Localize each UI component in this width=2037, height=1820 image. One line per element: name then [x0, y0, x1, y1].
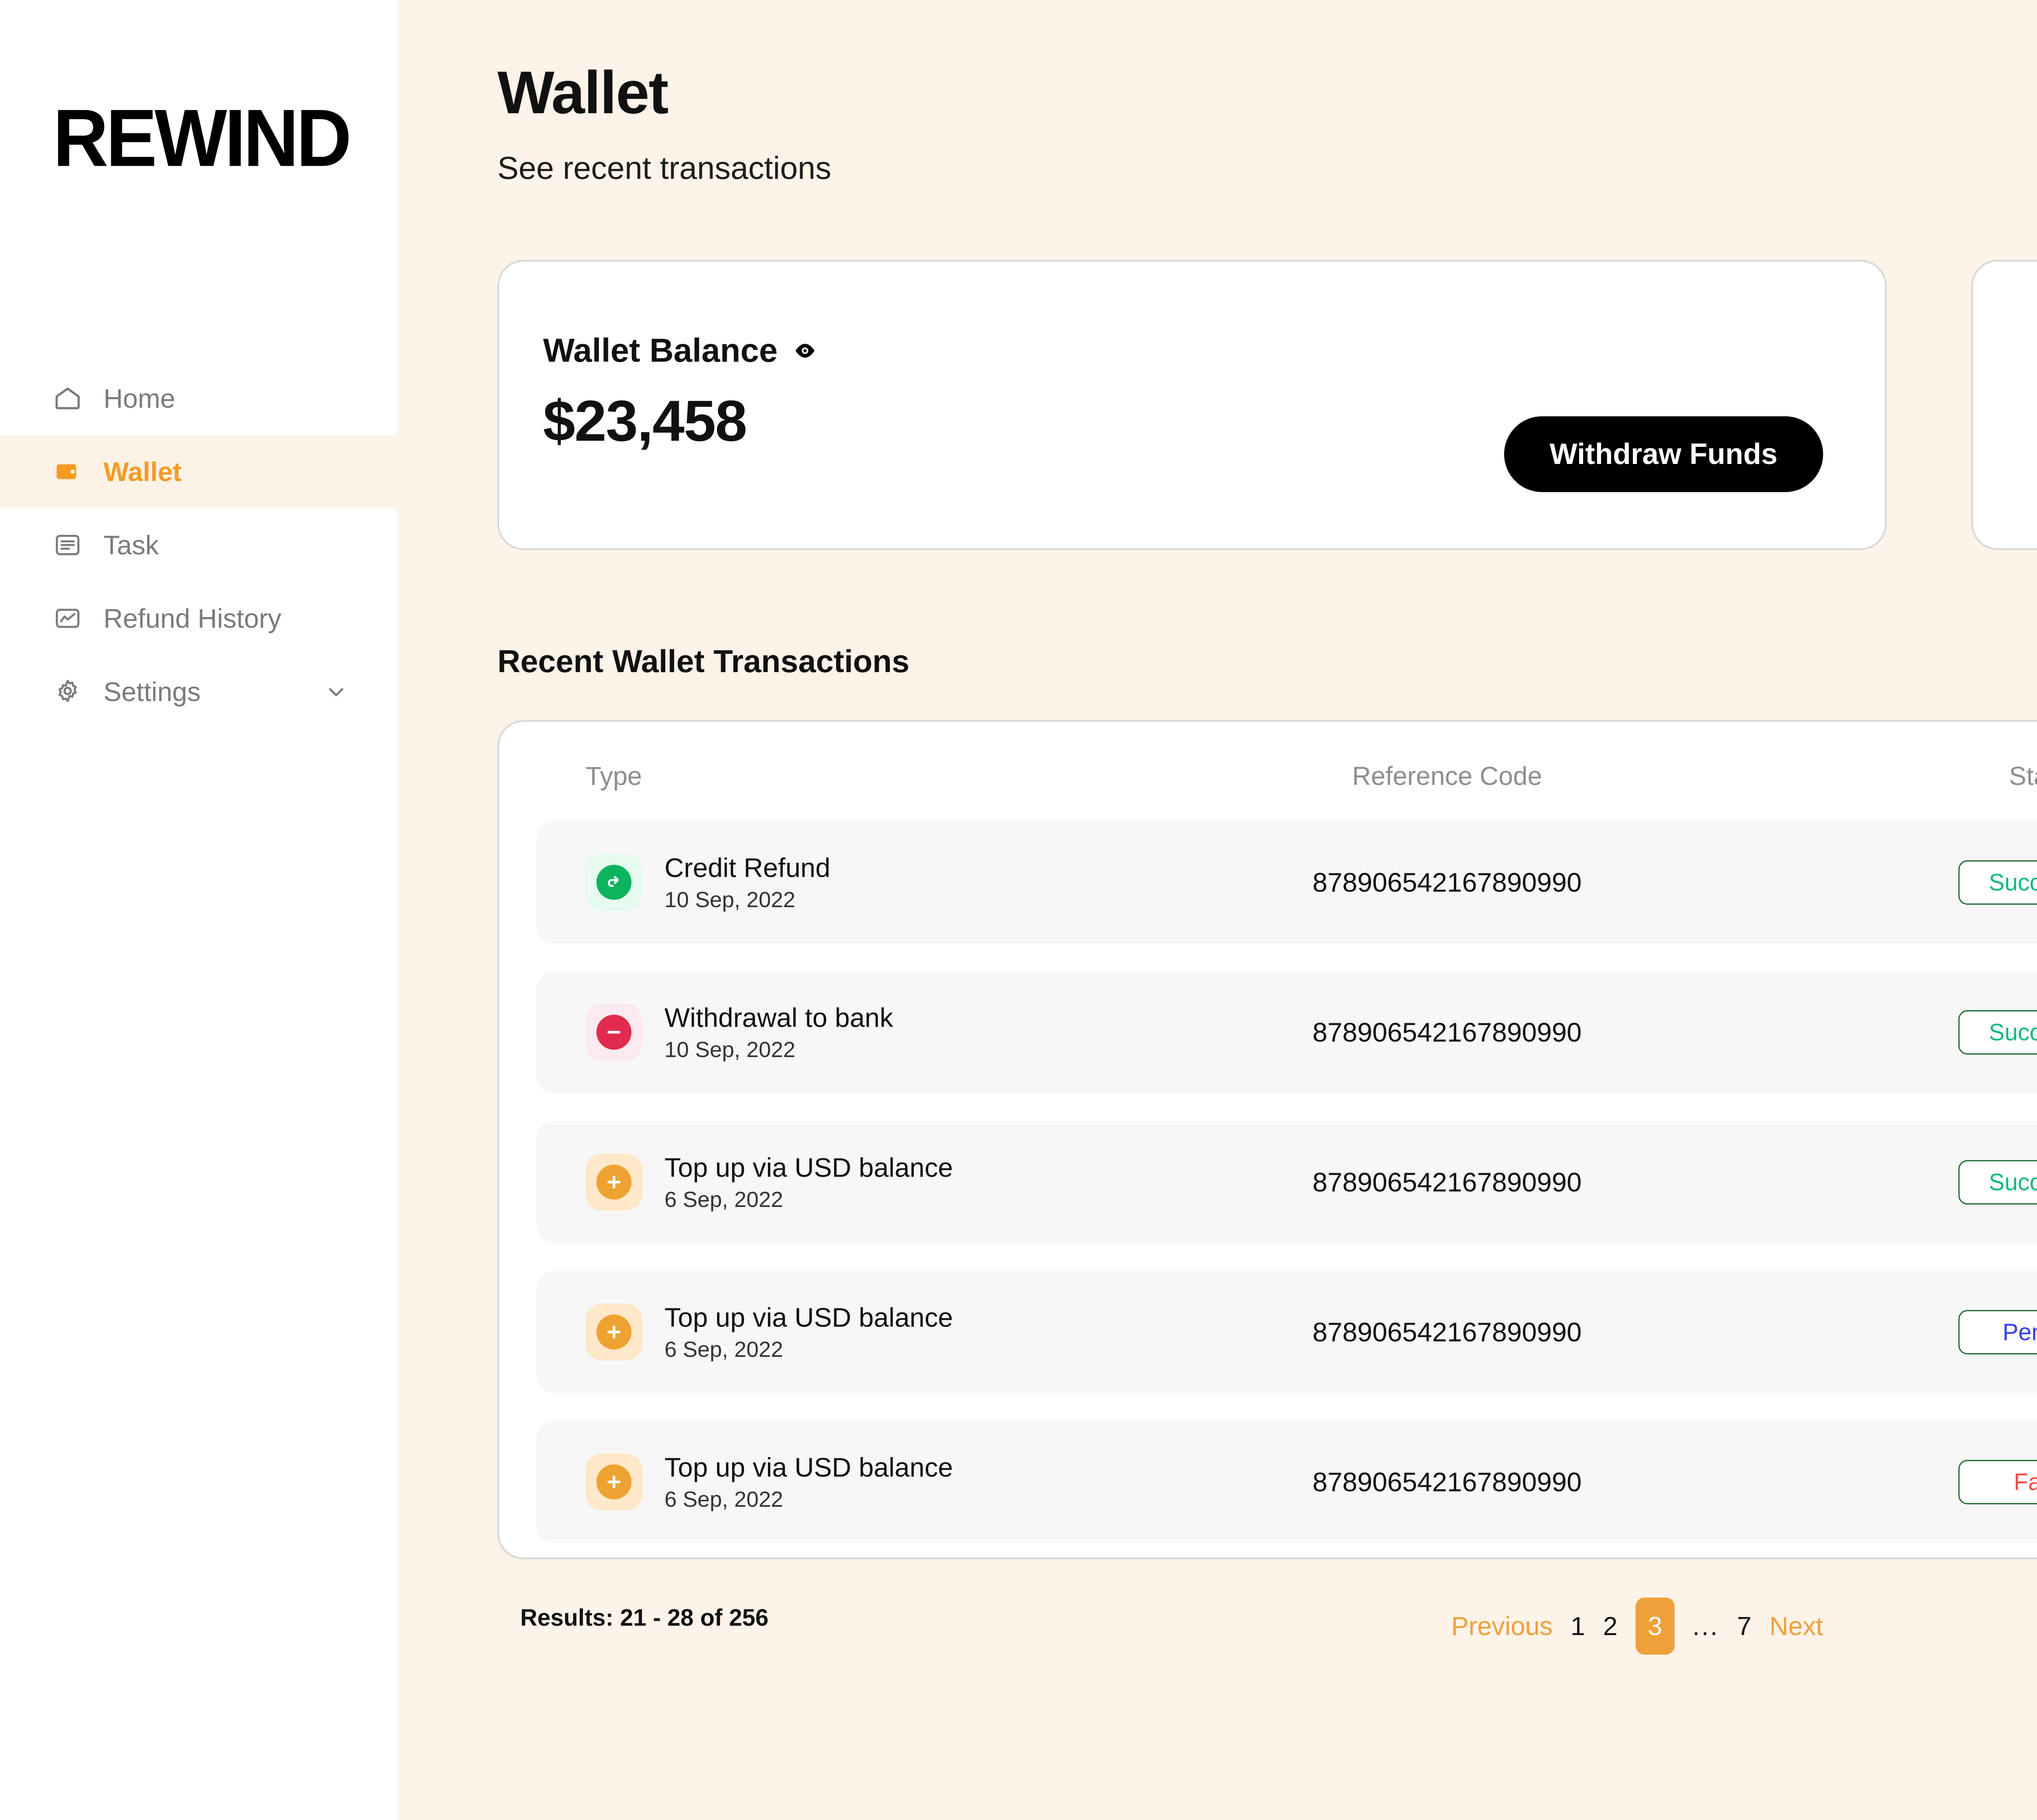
transaction-date: 10 Sep, 2022: [664, 1037, 796, 1062]
cell-status: Failed: [1775, 1460, 2037, 1504]
transaction-type: Withdrawal to bank: [664, 1002, 893, 1033]
cell-status: Successful: [1775, 1010, 2037, 1055]
status-badge: Successful: [1958, 860, 2037, 905]
pagination: Previous 1 2 3... 7 Next: [1451, 1598, 1823, 1655]
sidebar-item-refund-history[interactable]: Refund History: [0, 582, 397, 655]
cell-reference-code: 878906542167890990: [1312, 1467, 1582, 1497]
table-row[interactable]: Top up via USD balance 6 Sep, 2022 8789065…: [537, 1421, 2037, 1543]
gear-icon: [53, 677, 82, 706]
cell-status: Successful: [1775, 1160, 2037, 1205]
transactions-header: Recent Wallet Transactions Successful: [497, 635, 2037, 687]
transaction-type: Top up via USD balance: [664, 1152, 953, 1183]
transaction-date: 6 Sep, 2022: [664, 1337, 783, 1362]
cell-reference-code: 878906542167890990: [1312, 1017, 1582, 1048]
wallet-balance-label: Wallet Balance: [543, 332, 778, 369]
sidebar-item-label: Settings: [103, 677, 201, 707]
transaction-type-group: Top up via USD balance 6 Sep, 2022: [664, 1152, 953, 1212]
results-count: Results: 21 - 28 of 256: [520, 1605, 769, 1631]
table-header-row: Type Reference Code Status Amount: [537, 754, 2037, 791]
transaction-date: 10 Sep, 2022: [664, 888, 796, 912]
status-badge: Failed: [1958, 1460, 2037, 1504]
transaction-rows: Credit Refund 10 Sep, 2022 878906542167890…: [537, 821, 2037, 1543]
plus-circle-icon: [585, 1303, 642, 1361]
cell-reference-code: 878906542167890990: [1312, 867, 1582, 898]
sidebar-nav: Home Wallet: [0, 362, 397, 728]
chevron-down-icon[interactable]: [324, 679, 348, 704]
transaction-type: Top up via USD balance: [664, 1452, 953, 1483]
eye-icon[interactable]: [792, 338, 818, 363]
table-footer: Results: 21 - 28 of 256 Previous 1 2 3... 7…: [497, 1570, 2037, 1717]
pagination-next[interactable]: Next: [1769, 1611, 1823, 1641]
plus-circle-icon: [585, 1453, 642, 1511]
cell-reference-code: 878906542167890990: [1312, 1317, 1582, 1347]
sidebar-item-task[interactable]: Task: [0, 508, 397, 582]
sidebar-item-label: Task: [103, 530, 159, 560]
pagination-ellipsis: ...: [1692, 1611, 1719, 1641]
wallet-balance-card: Wallet Balance $23,458 Withdraw Funds: [497, 260, 1887, 550]
page-title: Wallet: [497, 59, 669, 126]
home-icon: [53, 384, 82, 413]
transaction-type-group: Top up via USD balance 6 Sep, 2022: [664, 1302, 953, 1362]
cell-status: Successful: [1775, 860, 2037, 905]
status-badge: Successful: [1958, 1160, 2037, 1205]
cell-type: Top up via USD balance 6 Sep, 2022: [585, 1452, 1119, 1512]
page-header: Wallet See recent transactions 2 BC Pro: [497, 0, 2037, 187]
table-row[interactable]: Top up via USD balance 6 Sep, 2022 8789065…: [537, 1121, 2037, 1244]
wallet-balance-label-row: Wallet Balance: [543, 332, 1823, 370]
brand-logo: REWIND: [0, 0, 397, 178]
sidebar-item-home[interactable]: Home: [0, 362, 397, 435]
sidebar-item-label: Wallet: [103, 457, 182, 487]
page-heading-group: Wallet See recent transactions: [497, 61, 831, 187]
transaction-type-group: Withdrawal to bank 10 Sep, 2022: [664, 1002, 893, 1062]
transaction-type: Credit Refund: [664, 853, 831, 883]
pagination-page[interactable]: 2: [1603, 1611, 1618, 1641]
task-icon: [53, 530, 82, 560]
transactions-title: Recent Wallet Transactions: [497, 643, 910, 679]
sidebar: REWIND Home Wallet: [0, 0, 397, 1820]
pagination-page[interactable]: 7: [1737, 1611, 1752, 1641]
chart-icon: [53, 604, 82, 633]
transaction-type-group: Top up via USD balance 6 Sep, 2022: [664, 1452, 953, 1512]
status-badge: Pending: [1958, 1310, 2037, 1354]
transaction-date: 6 Sep, 2022: [664, 1487, 783, 1512]
main-content: Wallet See recent transactions 2 BC Pro: [397, 0, 2037, 1820]
cell-type: Credit Refund 10 Sep, 2022: [585, 852, 1119, 912]
wallet-balance-amount: $23,458: [543, 389, 747, 454]
sidebar-item-settings[interactable]: Settings: [0, 655, 397, 728]
table-row[interactable]: Credit Refund 10 Sep, 2022 878906542167890…: [537, 821, 2037, 944]
transaction-type: Top up via USD balance: [664, 1302, 953, 1333]
cell-type: Top up via USD balance 6 Sep, 2022: [585, 1152, 1119, 1212]
column-header-status: Status: [2009, 761, 2037, 791]
wallet-icon: [53, 457, 82, 486]
pagination-previous[interactable]: Previous: [1451, 1611, 1553, 1641]
loan-available-card: Loan Available $600,000: [1971, 260, 2037, 550]
sidebar-item-label: Home: [103, 383, 176, 413]
cell-type: Top up via USD balance 6 Sep, 2022: [585, 1302, 1119, 1362]
cell-reference-code: 878906542167890990: [1312, 1167, 1582, 1198]
summary-cards: Wallet Balance $23,458 Withdraw Funds Lo…: [497, 260, 2037, 550]
sidebar-item-label: Refund History: [103, 603, 282, 633]
cell-type: Withdrawal to bank 10 Sep, 2022: [585, 1002, 1119, 1062]
transactions-table: Type Reference Code Status Amount Credit…: [497, 720, 2037, 1560]
table-row[interactable]: Withdrawal to bank 10 Sep, 2022 8789065421…: [537, 971, 2037, 1094]
pagination-page[interactable]: 1: [1571, 1611, 1585, 1641]
transaction-type-group: Credit Refund 10 Sep, 2022: [664, 852, 830, 912]
column-header-type: Type: [585, 761, 642, 791]
plus-circle-icon: [585, 1154, 642, 1211]
table-row[interactable]: Top up via USD balance 6 Sep, 2022 8789065…: [537, 1271, 2037, 1394]
sidebar-item-wallet[interactable]: Wallet: [0, 435, 397, 508]
refund-arrow-icon: [585, 854, 642, 911]
status-badge: Successful: [1958, 1010, 2037, 1055]
page-subtitle: See recent transactions: [497, 150, 832, 186]
pagination-page-current[interactable]: 3: [1635, 1598, 1675, 1655]
logo-text: REWIND: [53, 92, 352, 183]
cell-status: Pending: [1775, 1310, 2037, 1354]
transaction-date: 6 Sep, 2022: [664, 1187, 783, 1212]
column-header-reference: Reference Code: [1352, 761, 1542, 791]
withdraw-funds-button[interactable]: Withdraw Funds: [1504, 416, 1823, 492]
minus-circle-icon: [585, 1004, 642, 1061]
